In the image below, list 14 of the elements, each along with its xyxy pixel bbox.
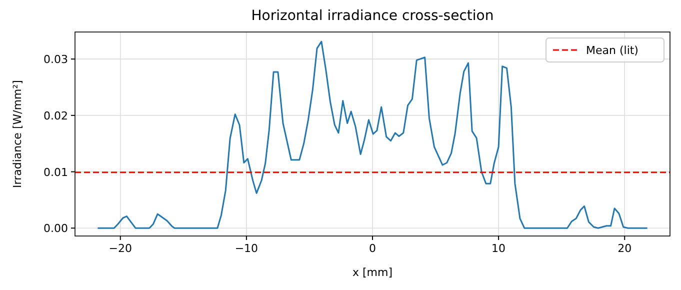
y-tick-label: 0.03 bbox=[44, 53, 68, 66]
chart-title: Horizontal irradiance cross-section bbox=[251, 8, 494, 24]
line-series bbox=[96, 40, 648, 229]
x-tick-label: −20 bbox=[108, 242, 132, 255]
y-tick-label: 0.01 bbox=[44, 166, 68, 179]
x-tick-label: 10 bbox=[492, 242, 506, 255]
y-tick-label: 0.00 bbox=[44, 222, 68, 236]
y-tick-label: 0.02 bbox=[44, 109, 68, 122]
y-axis-title: Irradiance [W/mm²] bbox=[11, 80, 24, 188]
x-tick-label: 0 bbox=[369, 242, 376, 255]
legend-label: Mean (lit) bbox=[586, 44, 638, 57]
x-tick-label: −10 bbox=[234, 242, 258, 255]
x-tick-label: 20 bbox=[618, 242, 632, 255]
x-axis-title: x [mm] bbox=[352, 266, 393, 279]
